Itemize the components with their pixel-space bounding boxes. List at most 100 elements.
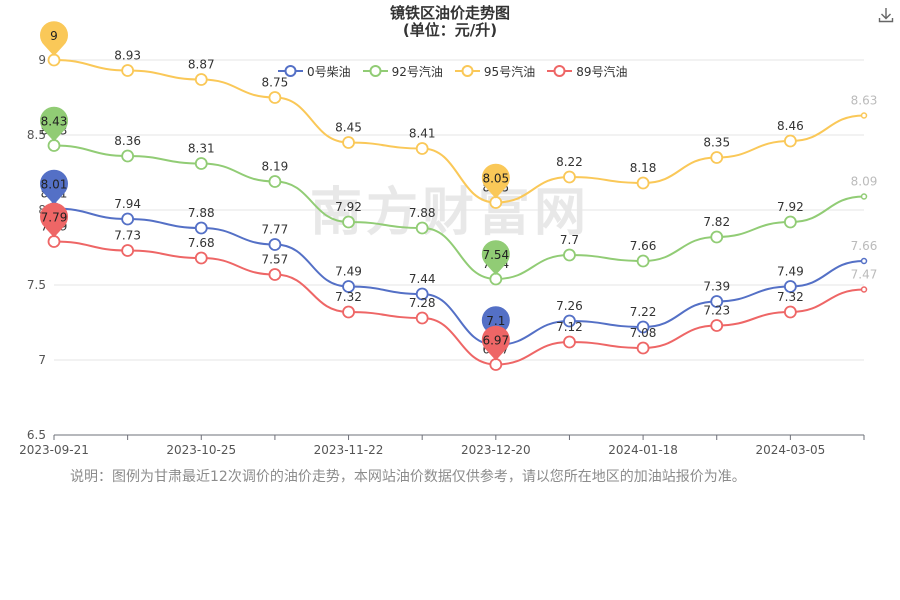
legend-item[interactable]: 0号柴油: [278, 63, 351, 80]
pin-shape: [40, 169, 69, 205]
extreme-pin: 6.97: [481, 325, 510, 361]
legend-item[interactable]: 89号汽油: [547, 63, 627, 80]
data-point: [710, 319, 724, 332]
data-label: 7.68: [188, 236, 215, 250]
extreme-pin: 8.01: [40, 169, 69, 205]
data-label: 7.28: [409, 296, 436, 310]
data-point: [194, 251, 208, 265]
data-point: [194, 221, 208, 235]
data-label: 7.23: [703, 304, 730, 318]
data-point: [710, 230, 724, 244]
chart-legend: 0号柴油 92号汽油 95号汽油 89号汽油: [278, 63, 639, 79]
data-point: [783, 280, 797, 293]
data-label: 7.66: [630, 239, 657, 253]
data-point: [415, 221, 429, 235]
data-label: 7.77: [262, 223, 289, 237]
data-point: [860, 193, 868, 200]
legend-item[interactable]: 95号汽油: [454, 63, 536, 80]
legend-label: 95号汽油: [483, 64, 536, 79]
chart-title-line2: (单位：元/升): [402, 21, 498, 39]
series-line: [53, 144, 865, 281]
data-label: 8.35: [703, 136, 730, 150]
x-tick-label: 2024-01-18: [608, 443, 678, 457]
data-point: [489, 358, 503, 371]
data-label: 8.93: [114, 49, 141, 63]
legend-swatch: [454, 65, 480, 77]
legend-label: 92号汽油: [391, 64, 443, 79]
download-icon[interactable]: [877, 6, 895, 24]
pin-label: 7.54: [482, 248, 509, 262]
data-label: 8.63: [851, 94, 878, 108]
data-point: [47, 139, 61, 152]
legend-swatch: [362, 65, 388, 77]
y-tick-label: 9: [38, 53, 46, 67]
pin-label: 6.97: [482, 334, 509, 348]
data-label: 7.12: [556, 320, 583, 334]
data-label: 7.44: [409, 272, 436, 286]
data-label: 8.18: [630, 161, 657, 175]
data-point: [860, 257, 868, 265]
chart-note: 说明：图例为甘肃最近12次调价的油价走势，本网站油价数据仅供参考，请以您所在地区…: [70, 469, 746, 485]
x-tick-label: 2023-12-20: [461, 443, 531, 457]
data-label: 7.47: [851, 268, 878, 282]
data-point: [489, 196, 503, 209]
y-tick-label: 6.5: [27, 428, 46, 442]
data-label: 7.82: [703, 215, 730, 229]
pin-shape: [39, 21, 69, 56]
data-label: 7.66: [851, 239, 878, 253]
data-point: [121, 64, 135, 77]
extreme-pin: 7.54: [481, 240, 510, 275]
pin-label: 8.43: [41, 115, 68, 129]
chart-title: 镜铁区油价走势图 (单位：元/升): [0, 5, 900, 39]
data-point: [121, 244, 135, 257]
data-point: [268, 175, 282, 188]
data-label: 7.49: [335, 265, 362, 279]
data-label: 7.32: [335, 290, 362, 304]
data-label: 7.73: [114, 229, 141, 243]
extreme-pin: 8.05: [481, 163, 510, 199]
pin-shape: [481, 240, 510, 275]
data-point: [563, 170, 576, 184]
data-point: [783, 305, 797, 319]
chart-title-line1: 镜铁区油价走势图: [389, 4, 510, 22]
data-point: [415, 142, 429, 155]
data-label: 8.41: [409, 127, 436, 141]
data-point: [636, 176, 650, 190]
data-point: [342, 136, 355, 149]
legend-item[interactable]: 92号汽油: [362, 63, 443, 80]
pin-label: 9: [50, 29, 58, 43]
data-point: [415, 311, 429, 325]
data-label: 7.88: [409, 206, 436, 220]
y-tick-label: 8.5: [27, 128, 46, 142]
data-label: 7.49: [777, 265, 804, 279]
x-tick-label: 2023-09-21: [19, 443, 89, 457]
data-point: [710, 151, 724, 164]
data-label: 7.92: [335, 200, 362, 214]
data-point: [710, 295, 724, 308]
data-point: [783, 215, 797, 229]
data-label: 7.39: [703, 280, 730, 294]
data-label: 7.7: [560, 233, 579, 247]
data-label: 7.26: [556, 299, 583, 313]
data-point: [342, 280, 355, 293]
data-point: [563, 314, 576, 328]
data-label: 8.22: [556, 155, 583, 169]
pin-shape: [481, 163, 510, 199]
data-point: [563, 335, 576, 349]
extreme-pin: 9: [39, 21, 69, 56]
legend-label: 0号柴油: [307, 64, 351, 79]
data-label: 8.46: [777, 119, 804, 133]
data-point: [563, 248, 576, 262]
data-label: 7.94: [114, 197, 141, 211]
pin-label: 8.01: [41, 178, 68, 192]
data-point: [636, 341, 650, 355]
data-label: 8.09: [851, 175, 878, 189]
data-label: 8.19: [262, 160, 289, 174]
data-label: 7.92: [777, 200, 804, 214]
series-line: [53, 59, 865, 204]
watermark: 南方财富网: [310, 183, 591, 243]
extreme-pin: 7.79: [40, 202, 69, 238]
x-tick-label: 2024-03-05: [755, 443, 825, 457]
pin-shape: [40, 202, 69, 238]
